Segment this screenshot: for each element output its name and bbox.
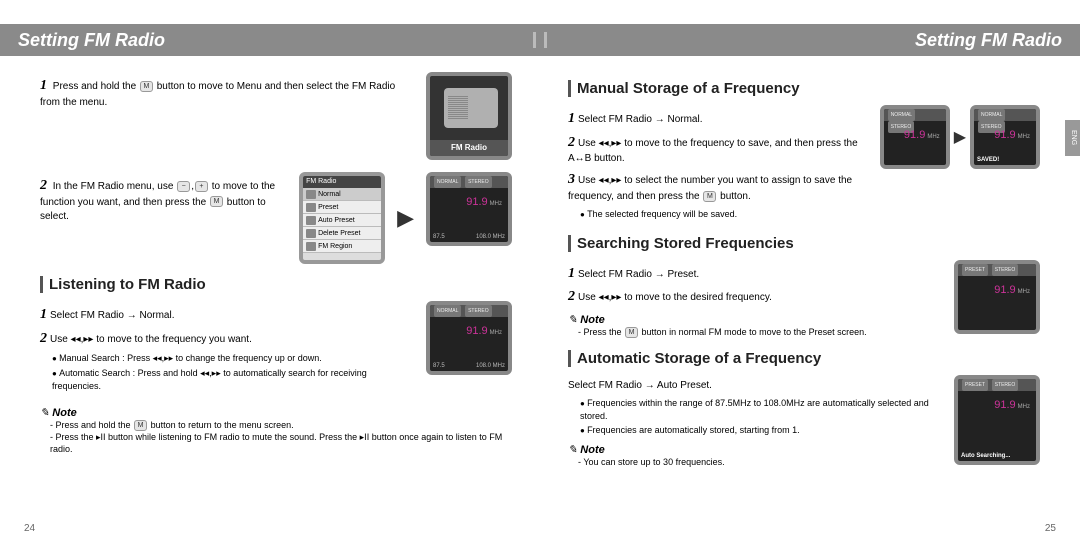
page-number: 24 [24,523,35,534]
fm-screen-normal: NORMAL STEREO 91.9MHz 87.5108.0 MHz [426,172,512,246]
menu-item: Delete Preset [303,227,381,240]
play-arrow-icon: ▶ [954,127,966,147]
note-1: - Press and hold the button to return to… [50,419,512,431]
auto-heading: Automatic Storage of a Frequency [568,350,1040,367]
m-step2: 2Use ◂◂,▸▸ to move to the frequency to s… [568,133,868,167]
menu-item: Preset [303,201,381,214]
auto-searching-label: Auto Searching... [961,453,1010,459]
note-heading: Note [568,313,942,326]
page-24: Setting FM Radio 1 Press and hold the bu… [0,0,540,540]
step-2: 2 In the FM Radio menu, use −,+ to move … [40,176,287,224]
s-note: - Press the button in normal FM mode to … [578,326,942,338]
menu-title: FM Radio [303,176,381,188]
fm-screen-auto: PRESET STEREO 91.9MHz Auto Searching... [954,375,1040,465]
fm-radio-label: FM Radio [430,140,508,156]
fm-screen-save-a: NORMAL STEREO 91.9MHz [880,105,950,169]
listen-step-1: 1Select FM Radio → Normal. [40,305,414,325]
note-2: - Press the ▸II button while listening t… [50,431,512,455]
fm-screen-save-b: NORMAL STEREO 91.9MHz SAVED! [970,105,1040,169]
plus-icon: + [195,181,208,192]
play-arrow-icon: ▶ [397,205,414,231]
m-step3: 3Use ◂◂,▸▸ to select the number you want… [568,170,868,204]
a-bullet2: Frequencies are automatically stored, st… [580,424,942,437]
manual-heading: Manual Storage of a Frequency [568,80,1040,97]
m-button-icon [140,81,153,92]
listen-step-2: 2Use ◂◂,▸▸ to move to the frequency you … [40,329,414,349]
header-left: Setting FM Radio [0,24,540,56]
header-right: Setting FM Radio [540,24,1080,56]
a-bullet1: Frequencies within the range of 87.5MHz … [580,397,942,422]
s-step1: 1Select FM Radio → Preset. [568,264,942,284]
note-heading: Note [568,443,942,456]
fm-menu-screen: FM Radio Normal Preset Auto Preset Delet… [299,172,385,264]
content-right: Manual Storage of a Frequency 1Select FM… [540,56,1080,490]
m-button-icon [134,420,147,431]
content-left: 1 Press and hold the button to move to M… [0,56,540,465]
m-bullet: The selected frequency will be saved. [580,208,868,221]
page-25: Setting FM Radio ENG Manual Storage of a… [540,0,1080,540]
page-number: 25 [1045,523,1056,534]
auto-search: Automatic Search : Press and hold ◂◂,▸▸ … [52,367,414,392]
menu-item: Auto Preset [303,214,381,227]
a-step1: Select FM Radio → Auto Preset. [568,379,942,393]
step2-text-a: In the FM Radio menu, use [53,181,174,192]
m-button-icon [625,327,638,338]
searching-heading: Searching Stored Frequencies [568,235,1040,252]
step1-text-a: Press and hold the [53,81,136,92]
manual-search: Manual Search : Press ◂◂,▸▸ to change th… [52,352,414,365]
menu-item: Normal [303,188,381,201]
fm-screen-listen: NORMAL STEREO 91.9MHz 87.5108.0 MHz [426,301,512,375]
fm-radio-icon: FM Radio [426,72,512,160]
m-step1: 1Select FM Radio → Normal. [568,109,868,129]
m-button-icon [210,196,223,207]
step-1: 1 Press and hold the button to move to M… [40,76,414,110]
s-step2: 2Use ◂◂,▸▸ to move to the desired freque… [568,287,942,307]
lang-tab: ENG [1065,120,1080,156]
a-note: - You can store up to 30 frequencies. [578,456,942,468]
listening-heading: Listening to FM Radio [40,276,512,293]
saved-label: SAVED! [977,157,999,163]
minus-icon: − [177,181,190,192]
m-button-icon [703,191,716,202]
fm-screen-preset: PRESET STEREO 91.9MHz [954,260,1040,334]
note-heading: Note [40,406,512,419]
menu-item: FM Region [303,240,381,253]
